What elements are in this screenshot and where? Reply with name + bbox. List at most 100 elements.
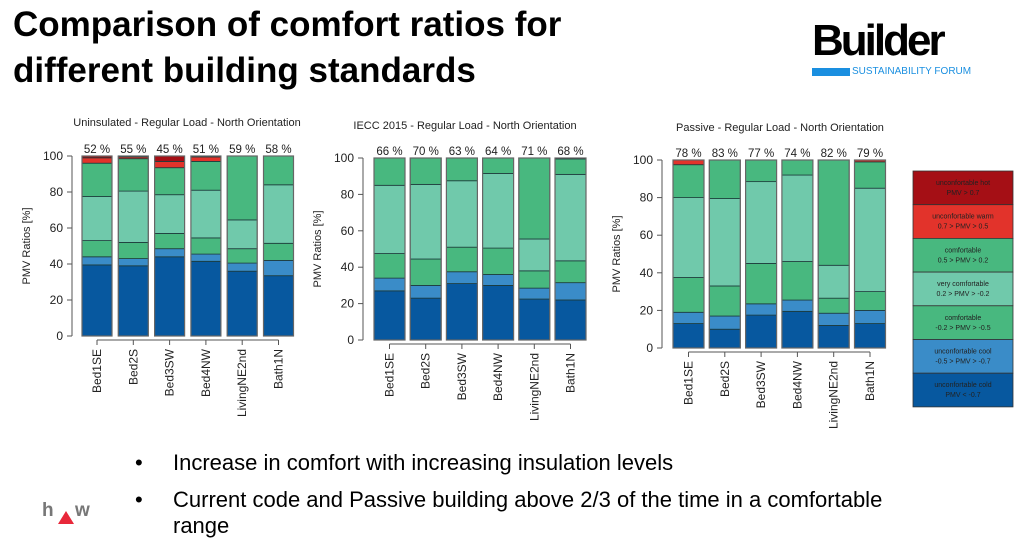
bar-segment: [554, 282, 587, 301]
builder-logo: Builder SUSTAINABILITY FORUM: [812, 18, 987, 78]
bar-segment: [708, 159, 741, 199]
y-tick-label: 20: [50, 293, 64, 307]
bar-segment: [445, 271, 478, 284]
legend-range: -0.2 > PMV > -0.5: [935, 325, 990, 332]
y-tick-label: 20: [640, 303, 654, 317]
y-axis-label: PMV Ratios [%]: [611, 215, 623, 292]
bar-segment: [190, 189, 222, 239]
bar-segment: [263, 242, 294, 261]
legend-range: PMV > 0.7: [947, 190, 980, 197]
legend-swatch: [912, 305, 1014, 340]
bar-segment: [672, 159, 705, 166]
bar-segment: [81, 256, 113, 266]
legend-swatch: [912, 170, 1014, 206]
bar-label: 74 %: [784, 148, 810, 160]
bar-outline: [817, 159, 850, 349]
bullet-item: • Current code and Passive building abov…: [135, 487, 893, 539]
bar-outline: [117, 155, 149, 337]
bar-segment: [518, 298, 551, 341]
builder-logo-bar: [812, 68, 850, 76]
bar-segment: [81, 162, 113, 197]
y-tick-label: 100: [334, 151, 354, 165]
bar-segment: [154, 194, 186, 234]
chart-title: Passive - Regular Load - North Orientati…: [676, 122, 884, 134]
legend-range: 0.5 > PMV > 0.2: [938, 257, 989, 264]
hw-logo-icon: h w: [42, 500, 90, 524]
bar-segment: [445, 283, 478, 341]
bar-segment: [708, 328, 741, 349]
bar-segment: [781, 299, 814, 312]
chart-1: Uninsulated - Regular Load - North Orien…: [21, 117, 301, 417]
chart-title: Uninsulated - Regular Load - North Orien…: [73, 117, 300, 129]
x-tick-label: Bed1SE: [682, 361, 696, 405]
bar-segment: [554, 173, 587, 262]
bar-outline: [262, 155, 295, 337]
bar-outline: [672, 159, 705, 349]
x-tick-label: Bed4NW: [199, 348, 213, 397]
y-tick-label: 0: [646, 341, 653, 355]
legend-label: comfortable: [945, 247, 982, 254]
bar-label: 52 %: [84, 144, 110, 156]
bar-segment: [190, 237, 222, 255]
legend-swatch: [912, 237, 1014, 273]
bar-segment: [518, 270, 551, 289]
x-tick-label: Bed2S: [718, 361, 732, 397]
bar-segment: [854, 323, 886, 349]
bar-segment: [817, 264, 850, 299]
chart-title: IECC 2015 - Regular Load - North Orienta…: [353, 120, 576, 132]
bar-segment: [518, 287, 551, 300]
bullet-item: • Increase in comfort with increasing in…: [135, 450, 893, 476]
bar-label: 71 %: [521, 146, 547, 158]
x-tick-label: Bed3SW: [754, 360, 768, 408]
bar-segment: [482, 284, 515, 341]
bar-outline: [81, 155, 113, 337]
bar-segment: [672, 164, 705, 198]
svg-text:h: h: [42, 500, 54, 521]
y-tick-label: 60: [50, 221, 64, 235]
bar-segment: [554, 158, 587, 175]
bar-segment: [817, 297, 850, 314]
bar-label: 45 %: [156, 144, 182, 156]
bar-outline: [708, 159, 741, 349]
bar-segment: [817, 325, 850, 349]
builder-logo-word: Builder: [812, 16, 946, 65]
svg-text:w: w: [74, 500, 90, 521]
bar-segment: [672, 323, 705, 349]
bar-segment: [117, 258, 149, 267]
y-tick-label: 80: [640, 191, 654, 205]
bar-segment: [708, 285, 741, 317]
bar-segment: [409, 258, 442, 286]
x-tick-label: Bed4NW: [790, 360, 804, 409]
y-tick-label: 0: [347, 333, 354, 347]
bar-segment: [409, 183, 442, 260]
bar-label: 55 %: [120, 144, 146, 156]
bar-segment: [81, 157, 113, 164]
bar-segment: [409, 284, 442, 299]
bar-segment: [482, 173, 515, 249]
x-tick-label: Bath1N: [272, 349, 286, 389]
bar-segment: [154, 160, 186, 169]
y-tick-label: 40: [640, 266, 654, 280]
bar-segment: [154, 155, 186, 162]
bar-segment: [518, 157, 551, 240]
bar-label: 79 %: [857, 148, 883, 160]
bar-segment: [854, 291, 886, 311]
bar-outline: [518, 157, 551, 341]
bar-label: 82 %: [821, 148, 847, 160]
bar-segment: [81, 240, 113, 258]
x-tick-label: LivingNE2nd: [827, 361, 841, 429]
bar-segment: [817, 312, 850, 326]
chart-3: Passive - Regular Load - North Orientati…: [611, 122, 887, 429]
x-tick-label: Bed2S: [419, 353, 433, 389]
y-tick-label: 100: [43, 149, 63, 163]
y-tick-label: 20: [341, 297, 355, 311]
bar-segment: [745, 303, 777, 316]
x-tick-label: Bed1SE: [383, 353, 397, 397]
bar-segment: [781, 261, 814, 301]
bar-segment: [781, 174, 814, 262]
bar-segment: [226, 262, 258, 272]
bar-segment: [190, 253, 222, 262]
bar-outline: [554, 157, 587, 341]
bar-outline: [781, 159, 814, 349]
